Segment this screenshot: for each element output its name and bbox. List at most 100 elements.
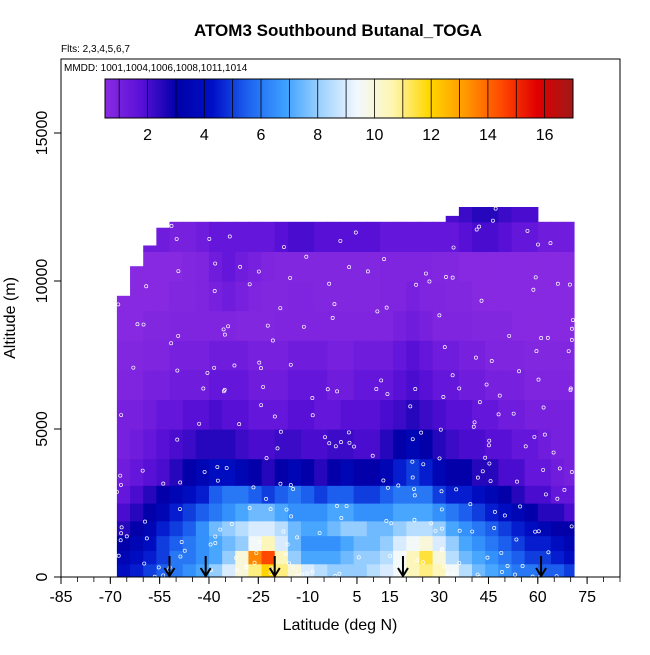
sample-point bbox=[546, 550, 551, 555]
curtain-cell bbox=[524, 520, 539, 537]
curtain-cell bbox=[261, 458, 276, 486]
curtain-cell bbox=[287, 563, 302, 577]
sample-point bbox=[499, 550, 504, 555]
curtain-cell bbox=[445, 520, 460, 537]
sample-point bbox=[568, 388, 573, 392]
curtain-cell bbox=[235, 563, 250, 577]
curtain-cell bbox=[130, 266, 144, 282]
curtain-cell bbox=[445, 251, 460, 282]
sample-point bbox=[414, 282, 419, 287]
curtain-cell bbox=[235, 503, 250, 522]
curtain-layer bbox=[116, 207, 575, 577]
curtain-cell bbox=[564, 281, 575, 312]
curtain-cell bbox=[393, 550, 407, 565]
curtain-cell bbox=[406, 429, 421, 460]
curtain-cell bbox=[327, 458, 342, 486]
curtain-cell bbox=[287, 281, 302, 312]
curtain-cell bbox=[511, 310, 526, 341]
curtain-cell bbox=[458, 429, 473, 460]
sample-point bbox=[257, 360, 262, 365]
sample-point bbox=[384, 305, 389, 310]
sample-point bbox=[119, 413, 124, 417]
sample-point bbox=[389, 521, 394, 526]
curtain-cell bbox=[314, 458, 328, 486]
curtain-cell bbox=[261, 221, 276, 252]
curtain-cell bbox=[485, 369, 499, 400]
curtain-cell bbox=[432, 221, 447, 252]
sample-point bbox=[144, 284, 149, 289]
x-tick-label: 30 bbox=[430, 589, 448, 606]
curtain-cell bbox=[353, 563, 368, 577]
x-tick-label: 45 bbox=[480, 589, 498, 606]
curtain-cell bbox=[222, 281, 236, 312]
curtain-cell bbox=[564, 429, 575, 460]
curtain-cell bbox=[511, 281, 526, 312]
sample-point bbox=[480, 469, 485, 474]
curtain-cell bbox=[235, 550, 250, 565]
sample-point bbox=[520, 564, 525, 568]
curtain-cell bbox=[353, 369, 368, 400]
curtain-cell bbox=[248, 503, 263, 522]
curtain-cell bbox=[130, 281, 144, 312]
curtain-cell bbox=[248, 535, 263, 551]
curtain-cell bbox=[235, 251, 250, 282]
curtain-cell bbox=[366, 369, 381, 400]
sample-point bbox=[257, 540, 262, 545]
sample-point bbox=[224, 465, 229, 470]
sample-point bbox=[507, 333, 512, 338]
sample-point bbox=[176, 333, 181, 338]
curtain-cell bbox=[379, 399, 394, 430]
sample-point bbox=[272, 414, 277, 419]
curtain-cell bbox=[182, 429, 197, 460]
sample-point bbox=[533, 275, 538, 280]
sample-point bbox=[213, 541, 218, 545]
curtain-cell bbox=[301, 369, 315, 400]
sample-point bbox=[539, 335, 544, 340]
curtain-cell bbox=[130, 458, 144, 486]
curtain-cell bbox=[182, 458, 197, 486]
sample-point bbox=[175, 437, 180, 442]
curtain-cell bbox=[432, 458, 447, 486]
curtain-cell bbox=[287, 458, 302, 486]
curtain-cell bbox=[208, 520, 223, 537]
sample-point bbox=[333, 444, 338, 449]
curtain-cell bbox=[287, 535, 302, 551]
curtain-cell bbox=[550, 535, 565, 551]
curtain-cell bbox=[156, 485, 171, 504]
curtain-cell bbox=[537, 485, 552, 504]
curtain-cell bbox=[274, 503, 289, 522]
curtain-cell bbox=[182, 251, 197, 282]
sample-point bbox=[545, 335, 550, 340]
curtain-cell bbox=[445, 310, 460, 341]
curtain-cell bbox=[301, 563, 315, 577]
curtain-cell bbox=[169, 520, 184, 537]
curtain-cell bbox=[208, 281, 223, 312]
sample-point bbox=[440, 526, 444, 531]
curtain-cell bbox=[156, 458, 171, 486]
sample-points-layer bbox=[114, 206, 575, 577]
curtain-cell bbox=[511, 563, 526, 577]
sample-point bbox=[379, 378, 384, 383]
sample-point bbox=[450, 275, 455, 280]
sample-point bbox=[570, 318, 575, 323]
sample-point bbox=[119, 482, 123, 487]
curtain-cell bbox=[116, 485, 131, 504]
curtain-cell bbox=[419, 369, 434, 400]
curtain-cell bbox=[143, 429, 157, 460]
curtain-cell bbox=[182, 399, 197, 430]
curtain-cell bbox=[261, 310, 276, 341]
colorbar-tick-label: 16 bbox=[536, 127, 554, 144]
curtain-cell bbox=[458, 221, 473, 252]
sample-point bbox=[327, 281, 332, 286]
sample-point bbox=[541, 467, 546, 472]
curtain-cell bbox=[274, 251, 289, 282]
curtain-cell bbox=[340, 221, 355, 252]
curtain-cell bbox=[485, 550, 499, 565]
curtain-cell bbox=[169, 485, 184, 504]
curtain-cell bbox=[353, 520, 368, 537]
sample-point bbox=[484, 382, 489, 387]
sample-point bbox=[396, 483, 401, 488]
curtain-cell bbox=[458, 503, 473, 522]
curtain-cell bbox=[208, 458, 223, 486]
sample-point bbox=[487, 461, 492, 466]
